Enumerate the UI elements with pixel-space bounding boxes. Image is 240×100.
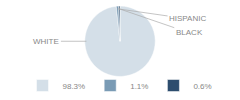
svg-text:WHITE: WHITE <box>33 37 59 46</box>
svg-text:98.3%: 98.3% <box>63 82 86 91</box>
svg-text:0.6%: 0.6% <box>193 82 211 91</box>
svg-text:HISPANIC: HISPANIC <box>169 14 206 23</box>
svg-text:BLACK: BLACK <box>176 28 203 37</box>
svg-text:1.1%: 1.1% <box>130 82 148 91</box>
